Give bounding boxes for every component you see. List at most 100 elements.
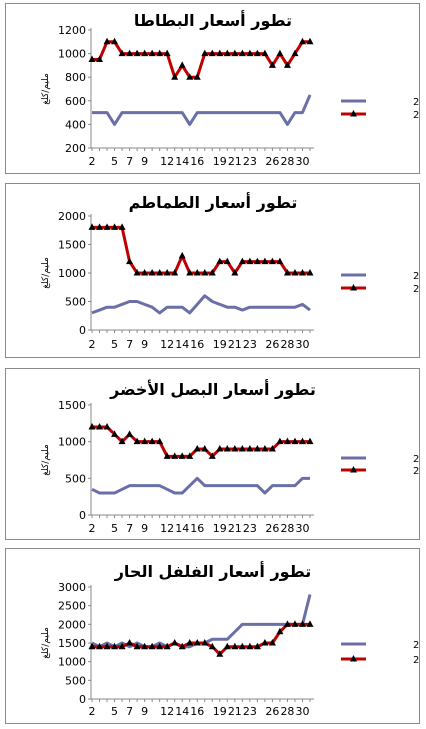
- data-point-marker: [276, 257, 284, 265]
- chart-title: تطور أسعار الطماطم: [129, 192, 298, 212]
- y-tick-label: 1000: [58, 267, 86, 280]
- data-point-marker: [103, 642, 111, 650]
- x-tick-label: 26: [265, 155, 279, 168]
- data-point-marker: [171, 73, 179, 80]
- x-tick-label: 9: [141, 155, 148, 168]
- data-point-marker: [201, 639, 209, 646]
- data-point-marker: [193, 639, 201, 646]
- data-point-marker: [156, 269, 164, 276]
- data-point-marker: [96, 55, 104, 62]
- data-point-marker: [186, 452, 194, 459]
- data-point-marker: [141, 437, 149, 445]
- x-tick-label: 21: [228, 522, 242, 535]
- data-point-marker: [148, 437, 156, 445]
- data-point-marker: [291, 269, 299, 276]
- series-line-2017: [92, 622, 310, 656]
- y-tick-label: 500: [65, 472, 86, 485]
- data-point-marker: [231, 49, 239, 57]
- data-point-marker: [208, 269, 216, 276]
- data-point-marker: [283, 620, 291, 627]
- x-tick-label: 7: [126, 522, 133, 535]
- chart-title: تطور أسعار البصل الأخضر: [109, 379, 316, 399]
- x-tick-label: 23: [243, 522, 257, 535]
- x-tick-label: 7: [126, 155, 133, 168]
- x-tick-label: 14: [175, 522, 189, 535]
- data-point-marker: [238, 445, 246, 452]
- x-tick-label: 16: [190, 705, 204, 718]
- data-point-marker: [111, 37, 119, 45]
- chart-panel-potato: تطور أسعار البطاطا 200 400 600 800 1000 1200 مل…: [5, 3, 420, 174]
- data-point-marker: [88, 223, 96, 230]
- legend-label: ديسمبر 2016: [413, 271, 419, 282]
- data-point-marker: [291, 437, 299, 445]
- data-point-marker: [276, 49, 284, 57]
- x-tick-label: 9: [141, 338, 148, 351]
- x-tick-label: 5: [111, 338, 118, 351]
- x-tick-label: 28: [280, 338, 294, 351]
- data-point-marker: [253, 445, 261, 452]
- x-tick-label: 23: [243, 705, 257, 718]
- data-point-marker: [133, 642, 141, 650]
- chart-svg-tomato: تطور أسعار الطماطم 0 500 1000 1500 2000 مليم/ك…: [41, 192, 419, 351]
- data-point-marker: [283, 269, 291, 276]
- x-tick-label: 16: [190, 338, 204, 351]
- data-point-marker: [306, 437, 314, 445]
- data-point-marker: [186, 639, 194, 646]
- y-tick-label: 1500: [58, 239, 86, 252]
- x-tick-label: 28: [280, 155, 294, 168]
- data-point-marker: [253, 642, 261, 650]
- data-point-marker: [163, 452, 171, 459]
- data-point-marker: [141, 642, 149, 650]
- y-tick-label: 1200: [58, 24, 86, 37]
- x-tick-label: 26: [265, 338, 279, 351]
- data-point-marker: [178, 642, 186, 650]
- data-point-marker: [178, 61, 186, 68]
- y-tick-label: 500: [65, 296, 86, 309]
- data-point-marker: [208, 452, 216, 459]
- x-tick-label: 19: [213, 338, 227, 351]
- data-point-marker: [246, 642, 254, 650]
- x-tick-label: 21: [228, 338, 242, 351]
- legend-label: ديسمبر 2016: [413, 640, 419, 651]
- chart-svg-potato: تطور أسعار البطاطا 200 400 600 800 1000 1200 مل…: [41, 10, 419, 168]
- y-tick-label: 1500: [58, 399, 86, 412]
- data-point-marker: [126, 49, 134, 57]
- data-point-marker: [208, 49, 216, 57]
- data-point-marker: [141, 49, 149, 57]
- x-tick-label: 21: [228, 155, 242, 168]
- x-tick-label: 16: [190, 522, 204, 535]
- data-point-marker: [246, 445, 254, 452]
- data-point-marker: [246, 257, 254, 265]
- series-line-2017: [92, 225, 310, 275]
- data-point-marker: [126, 257, 134, 265]
- data-point-marker: [156, 49, 164, 57]
- x-tick-label: 2: [89, 705, 96, 718]
- data-point-marker: [223, 445, 231, 452]
- x-tick-label: 23: [243, 338, 257, 351]
- y-tick-label: 800: [65, 71, 86, 84]
- y-axis-label: مليم/كلغ: [41, 444, 51, 476]
- x-tick-label: 28: [280, 705, 294, 718]
- x-tick-label: 2: [89, 155, 96, 168]
- y-tick-label: 2000: [58, 210, 86, 223]
- y-tick-label: 1000: [58, 656, 86, 669]
- legend-marker: [350, 655, 357, 662]
- data-point-marker: [298, 37, 306, 45]
- data-point-marker: [133, 269, 141, 276]
- data-point-marker: [261, 257, 269, 265]
- x-tick-label: 30: [295, 155, 309, 168]
- chart-panel-tomato: تطور أسعار الطماطم 0 500 1000 1500 2000 مليم/ك…: [5, 183, 420, 358]
- data-point-marker: [298, 437, 306, 445]
- data-point-marker: [118, 437, 126, 445]
- data-point-marker: [261, 445, 269, 452]
- data-point-marker: [111, 642, 119, 650]
- x-tick-label: 30: [295, 522, 309, 535]
- data-point-marker: [268, 445, 276, 452]
- x-tick-label: 5: [111, 522, 118, 535]
- data-point-marker: [261, 639, 269, 646]
- data-point-marker: [201, 49, 209, 57]
- data-point-marker: [133, 437, 141, 445]
- data-point-marker: [118, 223, 126, 230]
- data-point-marker: [231, 269, 239, 276]
- data-point-marker: [306, 269, 314, 276]
